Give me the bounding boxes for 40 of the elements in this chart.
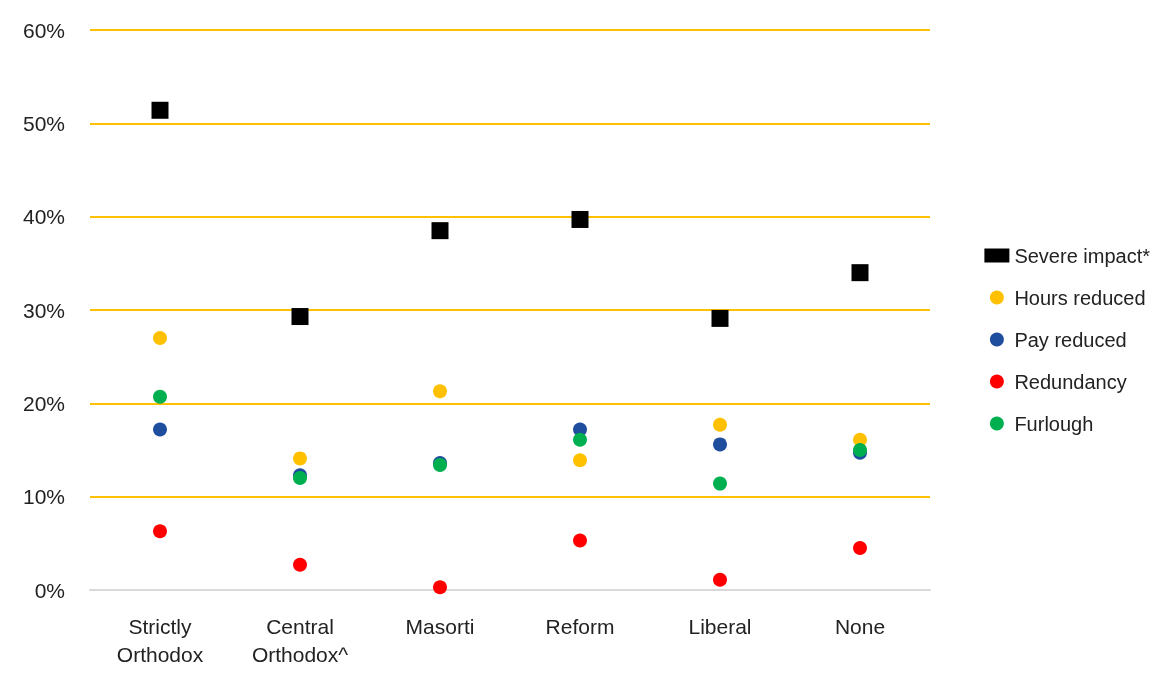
point xyxy=(713,572,727,587)
y-tick-label: 10% xyxy=(22,485,65,509)
point xyxy=(713,476,727,491)
point xyxy=(153,422,167,437)
x-tick-label: Strictly Orthodox xyxy=(116,614,204,666)
legend-label: Furlough xyxy=(1014,412,1094,435)
point xyxy=(431,222,449,240)
point xyxy=(573,533,587,548)
point xyxy=(711,309,729,327)
y-tick-label: 20% xyxy=(22,391,65,415)
point xyxy=(433,580,447,595)
x-tick-label: Central Orthodox^ xyxy=(251,614,349,666)
x-tick-label: Reform xyxy=(545,614,615,638)
legend-label: Redundancy xyxy=(1014,370,1127,393)
point xyxy=(571,210,589,228)
y-tick-label: 30% xyxy=(22,298,65,322)
point xyxy=(153,331,167,345)
y-tick-label: 60% xyxy=(22,18,65,42)
legend-label: Severe impact* xyxy=(1014,244,1151,267)
point xyxy=(153,524,167,539)
y-tick-label: 50% xyxy=(22,111,65,135)
legend-label: Hours reduced xyxy=(1014,286,1146,309)
legend-label: Pay reduced xyxy=(1014,328,1127,351)
point xyxy=(573,432,587,447)
point xyxy=(713,417,727,432)
point xyxy=(851,264,869,282)
x-tick-label: None xyxy=(834,614,886,638)
x-tick-label: Masorti xyxy=(405,614,475,638)
point xyxy=(293,557,307,572)
point xyxy=(153,389,167,404)
point xyxy=(853,541,867,555)
point xyxy=(433,384,447,399)
point xyxy=(713,437,727,452)
point xyxy=(291,308,309,326)
y-tick-label: 0% xyxy=(34,578,65,602)
point xyxy=(293,451,307,466)
point xyxy=(151,101,169,119)
x-tick-label: Liberal xyxy=(688,614,752,638)
y-tick-label: 40% xyxy=(22,205,65,229)
point xyxy=(573,453,587,468)
